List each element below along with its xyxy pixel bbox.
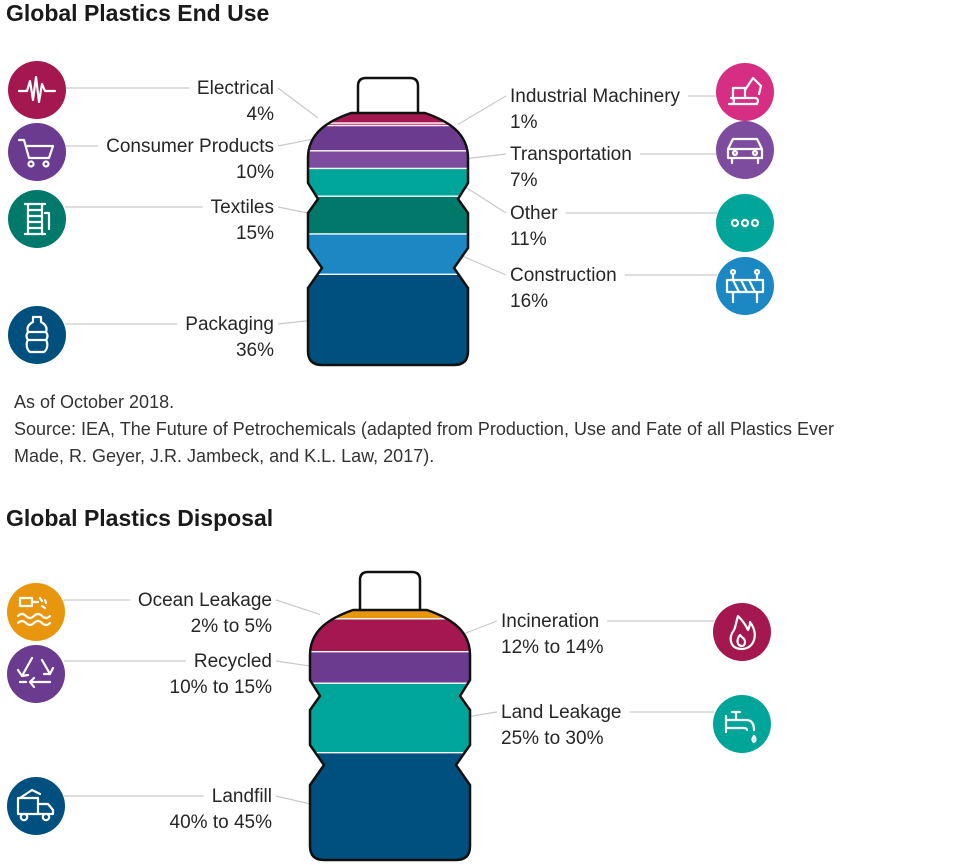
thread-spool-icon [8, 190, 66, 248]
recycle-icon [7, 645, 65, 703]
value-industrial-machinery: 1% [510, 112, 538, 133]
label-consumer-products: Consumer Products [106, 136, 274, 157]
value-consumer-products: 10% [236, 162, 274, 183]
band-incineration [310, 618, 470, 653]
label-transportation: Transportation [510, 144, 632, 165]
label-industrial-machinery: Industrial Machinery [510, 86, 681, 107]
flame-icon [713, 603, 771, 661]
label-electrical: Electrical [197, 78, 274, 99]
band-landfill [310, 752, 470, 860]
label-construction: Construction [510, 265, 617, 286]
label-textiles: Textiles [211, 197, 274, 218]
label-landfill: Landfill [212, 786, 272, 807]
band-packaging [308, 274, 468, 365]
car-icon [716, 121, 774, 179]
value-ocean-leakage: 2% to 5% [191, 616, 272, 637]
pointer-electrical [277, 87, 319, 119]
value-textiles: 15% [236, 223, 274, 244]
label-recycled: Recycled [194, 651, 272, 672]
oscilloscope-icon [8, 61, 66, 119]
end-use-chart: Electrical 4% Industrial Machinery 1% Consum… [8, 61, 774, 367]
pointer-industrial-machinery [457, 95, 507, 125]
pointer-ocean-leakage [275, 599, 321, 615]
value-electrical: 4% [247, 104, 275, 125]
value-other: 11% [510, 229, 547, 250]
pointer-land-leakage [459, 711, 498, 719]
value-transportation: 7% [510, 170, 538, 191]
value-incineration: 12% to 14% [501, 637, 604, 658]
faucet-drip-icon [713, 695, 771, 753]
source-note-line2: Made, R. Geyer, J.R. Jambeck, and K.L. L… [14, 446, 435, 466]
end-use-bottle-outline [306, 111, 470, 367]
pointer-construction [457, 253, 507, 276]
label-land-leakage: Land Leakage [501, 702, 621, 723]
dump-truck-icon [7, 777, 65, 835]
source-note-line1: Source: IEA, The Future of Petrochemical… [14, 419, 835, 439]
value-construction: 16% [510, 291, 548, 312]
value-packaging: 36% [236, 340, 274, 361]
label-incineration: Incineration [501, 611, 599, 632]
band-consumer-products [308, 125, 468, 152]
end-use-bottle-cap [356, 76, 420, 117]
shopping-cart-icon [8, 123, 66, 181]
ellipsis-icon [716, 194, 774, 252]
excavator-icon [716, 63, 774, 121]
disposal-title: Global Plastics Disposal [6, 505, 274, 531]
band-electrical [308, 113, 468, 124]
label-other: Other [510, 203, 558, 224]
band-other [308, 168, 468, 197]
disposal-bottle-outline [308, 608, 472, 862]
pointer-recycled [275, 660, 321, 669]
band-transportation [308, 150, 468, 169]
roadblock-icon [716, 257, 774, 315]
label-ocean-leakage: Ocean Leakage [138, 590, 272, 611]
value-recycled: 10% to 15% [170, 677, 273, 698]
bottle-icon [8, 306, 66, 364]
band-textiles [308, 196, 468, 235]
band-ocean-leakage [310, 610, 470, 620]
waves-pipe-icon [7, 583, 65, 641]
pointer-landfill [275, 795, 321, 807]
pointer-incineration [459, 620, 498, 636]
end-use-title: Global Plastics End Use [6, 0, 270, 26]
band-land-leakage [310, 683, 470, 754]
disposal-bottle-cap [358, 570, 422, 614]
as-of-note: As of October 2018. [14, 392, 175, 412]
value-landfill: 40% to 45% [170, 812, 273, 833]
band-recycled [310, 651, 470, 684]
band-construction [308, 233, 468, 275]
band-industrial-machinery [308, 123, 468, 127]
value-land-leakage: 25% to 30% [501, 728, 604, 749]
label-packaging: Packaging [185, 314, 274, 335]
